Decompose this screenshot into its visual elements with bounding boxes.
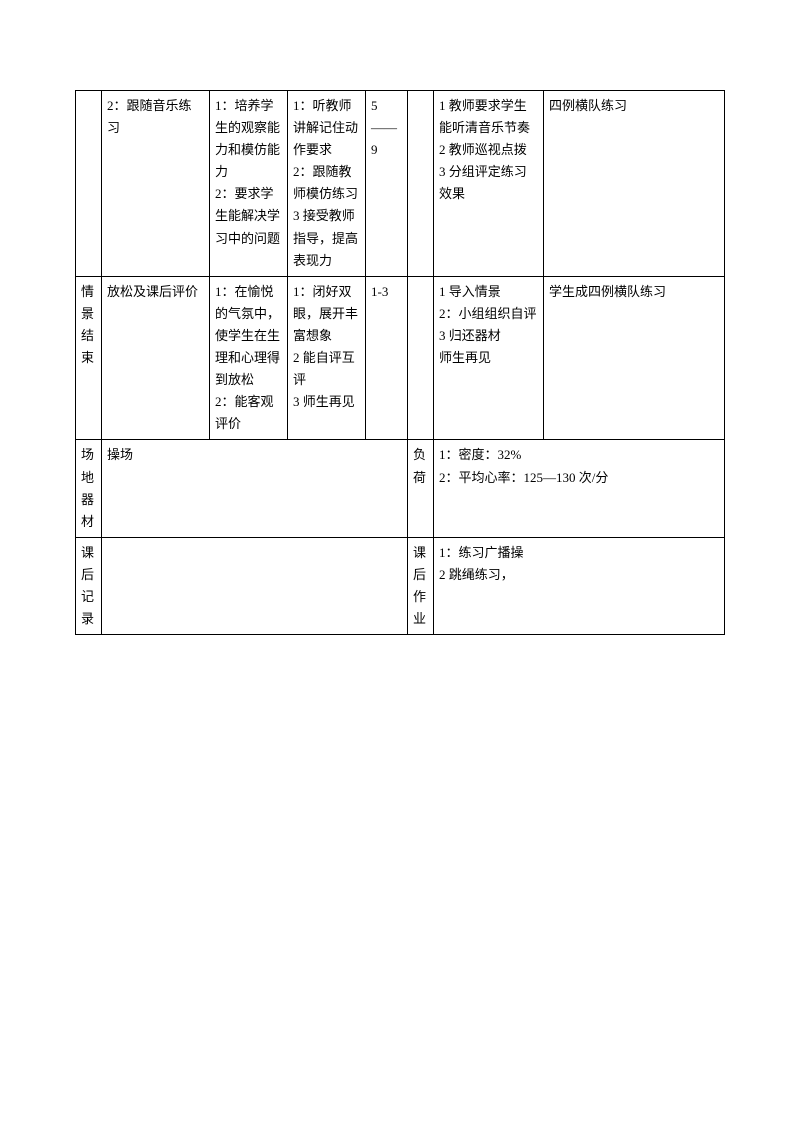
- table-row: 场地器材 操场 负荷 1：密度：32%2：平均心率：125—130 次/分: [76, 440, 725, 537]
- cell-load-content: 1：密度：32%2：平均心率：125—130 次/分: [434, 440, 725, 537]
- cell-section: [76, 91, 102, 277]
- cell-load-label: 负荷: [408, 440, 434, 537]
- cell-seq: [408, 91, 434, 277]
- lesson-plan-table: 2：跟随音乐练习 1：培养学生的观察能力和模仿能力2：要求学生能解决学习中的问题…: [75, 90, 725, 635]
- cell-teacher-activity: 1 导入情景2：小组组织自评3 归还器材师生再见: [434, 276, 544, 440]
- cell-time: 1-3: [366, 276, 408, 440]
- cell-student-activity: 1：听教师讲解记住动作要求2：跟随教师模仿练习3 接受教师指导，提高表现力: [288, 91, 366, 277]
- cell-content: 2：跟随音乐练习: [102, 91, 210, 277]
- cell-section: 情景结束: [76, 276, 102, 440]
- cell-notes-label: 课后记录: [76, 537, 102, 634]
- cell-student-activity: 1：闭好双眼，展开丰富想象2 能自评互评3 师生再见: [288, 276, 366, 440]
- cell-homework-content: 1：练习广播操2 跳绳练习，: [434, 537, 725, 634]
- table-row: 情景结束 放松及课后评价 1：在愉悦的气氛中，使学生在生理和心理得到放松2：能客…: [76, 276, 725, 440]
- table-row: 课后记录 课后作业 1：练习广播操2 跳绳练习，: [76, 537, 725, 634]
- cell-venue-label: 场地器材: [76, 440, 102, 537]
- cell-objective: 1：培养学生的观察能力和模仿能力2：要求学生能解决学习中的问题: [210, 91, 288, 277]
- cell-venue-content: 操场: [102, 440, 408, 537]
- cell-objective: 1：在愉悦的气氛中，使学生在生理和心理得到放松2：能客观评价: [210, 276, 288, 440]
- cell-notes-content: [102, 537, 408, 634]
- cell-time: 5——9: [366, 91, 408, 277]
- cell-seq: [408, 276, 434, 440]
- cell-content: 放松及课后评价: [102, 276, 210, 440]
- cell-teacher-activity: 1 教师要求学生能听清音乐节奏2 教师巡视点拨3 分组评定练习效果: [434, 91, 544, 277]
- cell-homework-label: 课后作业: [408, 537, 434, 634]
- table-row: 2：跟随音乐练习 1：培养学生的观察能力和模仿能力2：要求学生能解决学习中的问题…: [76, 91, 725, 277]
- cell-formation: 学生成四例横队练习: [544, 276, 725, 440]
- cell-formation: 四例横队练习: [544, 91, 725, 277]
